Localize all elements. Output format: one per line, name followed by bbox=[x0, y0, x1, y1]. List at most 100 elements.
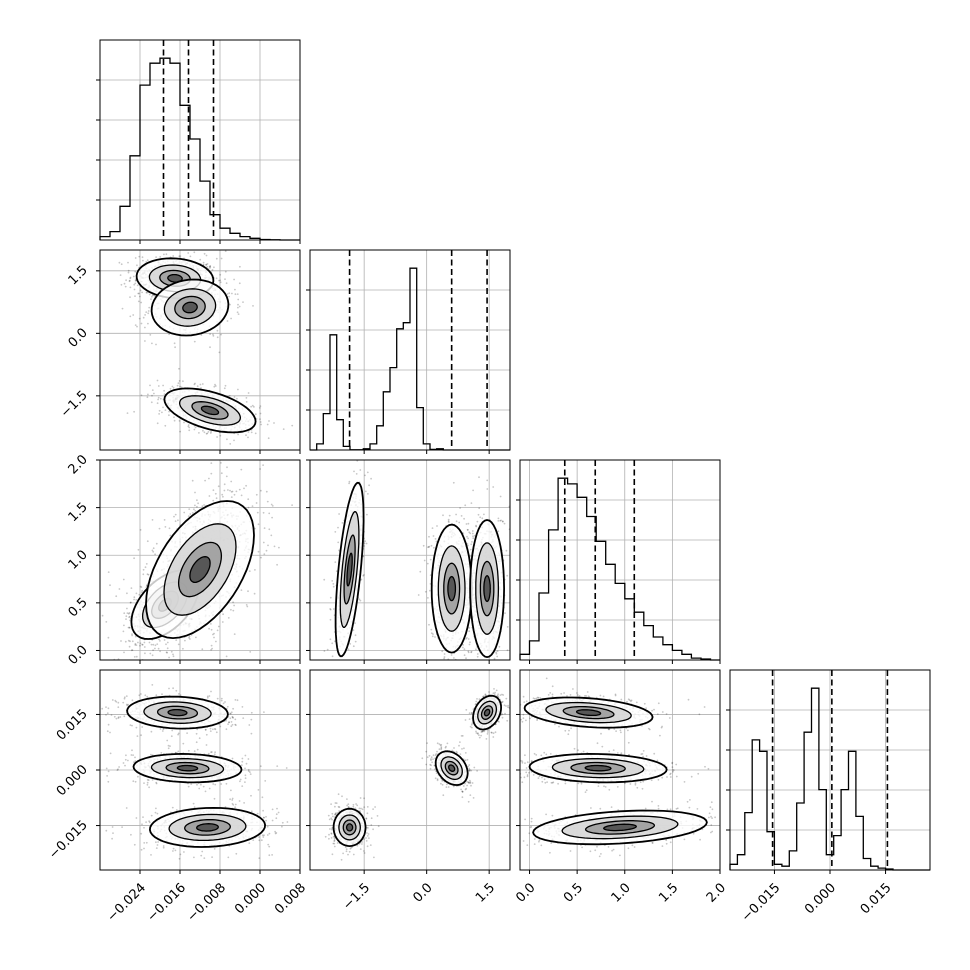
scatter-0-1-point-1-65 bbox=[233, 278, 236, 281]
scatter-0-3-point-2-237 bbox=[154, 811, 157, 814]
scatter-0-2-point-0-405 bbox=[128, 616, 131, 619]
scatter-0-2-point-0-430 bbox=[141, 643, 144, 646]
scatter-0-1-point-2-417 bbox=[176, 384, 179, 387]
scatter-0-2-point-1-314 bbox=[172, 655, 175, 658]
scatter-0-3-point-1-289 bbox=[93, 763, 95, 765]
scatter-0-3-point-1-331 bbox=[132, 754, 135, 756]
scatter-0-1-point-0-442 bbox=[220, 257, 223, 260]
scatter-0-3-point-0-434 bbox=[229, 717, 232, 720]
scatter-0-1-point-2-460 bbox=[250, 405, 253, 408]
scatter-0-3-point-0-264 bbox=[195, 741, 198, 744]
scatter-0-2-point-0-162 bbox=[125, 618, 127, 620]
scatter-0-1-point-0-189 bbox=[120, 263, 123, 266]
scatter-0-2-point-1-1019 bbox=[189, 513, 192, 515]
scatter-0-3-point-0-159 bbox=[250, 732, 253, 735]
scatter-0-1-point-1-288 bbox=[237, 298, 240, 301]
scatter-0-2-point-1-747 bbox=[184, 639, 186, 642]
scatter-0-2-point-1-29 bbox=[128, 626, 131, 629]
scatter-0-1-point-0-412 bbox=[199, 258, 202, 261]
scatter-0-1-point-2-387 bbox=[214, 383, 216, 386]
scatter-0-3-point-1-540 bbox=[196, 783, 198, 786]
hist-panel-3 bbox=[726, 669, 931, 874]
scatter-0-3-point-1-55 bbox=[212, 783, 215, 785]
scatter-0-1-point-2-250 bbox=[259, 412, 262, 415]
scatter-0-3-point-1-112 bbox=[247, 758, 250, 760]
scatter-0-3-point-0-355 bbox=[175, 689, 178, 692]
scatter-0-2-point-0-348 bbox=[134, 635, 137, 638]
scatter-0-3-point-2-97 bbox=[133, 843, 136, 846]
scatter-0-3-point-2-310 bbox=[172, 850, 174, 852]
scatter-0-2-point-1-820 bbox=[146, 540, 149, 543]
scatter-0-1-point-1-19 bbox=[236, 311, 239, 314]
scatter-0-2-point-0-536 bbox=[124, 640, 127, 643]
scatter-0-2-point-1-497 bbox=[267, 544, 269, 547]
scatter-0-3-point-2-424 bbox=[262, 816, 265, 819]
scatter-0-2-frame bbox=[99, 459, 301, 661]
scatter-0-2-point-1-712 bbox=[192, 667, 194, 669]
scatter-0-3-point-2-421 bbox=[183, 851, 185, 853]
scatter-0-3-point-2-485 bbox=[271, 808, 274, 811]
scatter-0-1-point-0-580 bbox=[178, 255, 181, 258]
scatter-0-3-point-0-207 bbox=[171, 729, 174, 732]
scatter-0-1-point-2-519 bbox=[163, 393, 166, 395]
scatter-0-1-point-2-317 bbox=[187, 424, 190, 426]
scatter-0-3-point-0-44 bbox=[231, 723, 234, 726]
scatter-0-1-point-1-266 bbox=[216, 336, 219, 339]
scatter-0-1-point-2-534 bbox=[247, 431, 250, 433]
scatter-0-3-point-1-376 bbox=[259, 765, 262, 768]
scatter-0-3-point-2-150 bbox=[276, 807, 278, 810]
scatter-0-2-point-1-698 bbox=[223, 489, 226, 492]
scatter-0-3-point-0-168 bbox=[106, 712, 109, 715]
scatter-0-3-point-0-258 bbox=[131, 699, 134, 702]
scatter-0-1-point-1-228 bbox=[200, 334, 203, 336]
scatter-0-3-point-0-122 bbox=[177, 732, 180, 735]
scatter-0-1-point-0-284 bbox=[127, 269, 130, 272]
scatter-0-1-point-1-179 bbox=[237, 313, 240, 315]
scatter-0-1-point-2-172 bbox=[156, 402, 159, 405]
scatter-0-2-point-1-892 bbox=[229, 489, 231, 492]
scatter-0-2-point-1-795 bbox=[196, 499, 198, 502]
scatter-0-1-point-0-440 bbox=[206, 266, 209, 268]
scatter-0-3-point-2-361 bbox=[135, 817, 138, 819]
scatter-0-1-point-0-53 bbox=[145, 261, 148, 263]
scatter-0-1-contour-2-3 bbox=[200, 405, 220, 416]
scatter-0-1-point-0-446 bbox=[211, 269, 214, 271]
scatter-0-3-point-2-428 bbox=[281, 825, 283, 828]
scatter-0-2-point-1-814 bbox=[188, 636, 190, 639]
scatter-0-2-point-1-860 bbox=[212, 489, 215, 492]
scatter-0-2-point-0-438 bbox=[158, 638, 160, 641]
scatter-0-1-point-1-85 bbox=[137, 292, 140, 295]
scatter-0-1-point-2-599 bbox=[179, 430, 182, 433]
scatter-0-3-point-1-213 bbox=[211, 751, 213, 753]
scatter-0-3-point-2-409 bbox=[179, 853, 182, 856]
scatter-0-1-point-1-355 bbox=[209, 333, 212, 335]
scatter-0-3-point-1-41 bbox=[124, 758, 127, 761]
scatter-0-3-point-1-316 bbox=[146, 778, 149, 781]
scatter-0-2-point-1-848 bbox=[165, 667, 167, 669]
scatter-0-2-point-1-1020 bbox=[170, 650, 173, 653]
scatter-0-1-point-1-194 bbox=[237, 303, 239, 306]
scatter-0-3-point-0-13 bbox=[210, 690, 212, 693]
scatter-0-2-point-1-135 bbox=[137, 663, 139, 665]
scatter-0-1-frame bbox=[99, 249, 301, 451]
scatter-0-3-point-1-161 bbox=[155, 782, 158, 785]
scatter-0-3-point-2-510 bbox=[148, 820, 151, 823]
scatter-0-3-point-2-356 bbox=[140, 848, 143, 851]
scatter-0-2-point-1-579 bbox=[257, 457, 259, 459]
scatter-0-1-point-1-153 bbox=[168, 333, 171, 336]
scatter-0-1-point-2-500 bbox=[224, 384, 227, 387]
scatter-0-1-point-1-64 bbox=[147, 322, 149, 325]
scatter-0-3-point-0-362 bbox=[234, 723, 237, 726]
scatter-0-1-point-2-278 bbox=[201, 383, 204, 385]
scatter-0-2-point-1-857 bbox=[128, 645, 131, 648]
scatter-0-1-point-1-145 bbox=[144, 340, 146, 342]
scatter-0-1-point-0-523 bbox=[138, 255, 141, 258]
scatter-0-2-point-0-172 bbox=[140, 591, 143, 594]
scatter-0-3-point-2-11 bbox=[231, 797, 234, 800]
scatter-0-1-point-0-221 bbox=[193, 251, 196, 254]
scatter-0-3-point-2-130 bbox=[227, 856, 230, 859]
scatter-0-3-point-1-209 bbox=[244, 754, 247, 757]
scatter-0-3-point-2-212 bbox=[175, 809, 178, 811]
scatter-0-2-point-1-74 bbox=[162, 661, 164, 663]
